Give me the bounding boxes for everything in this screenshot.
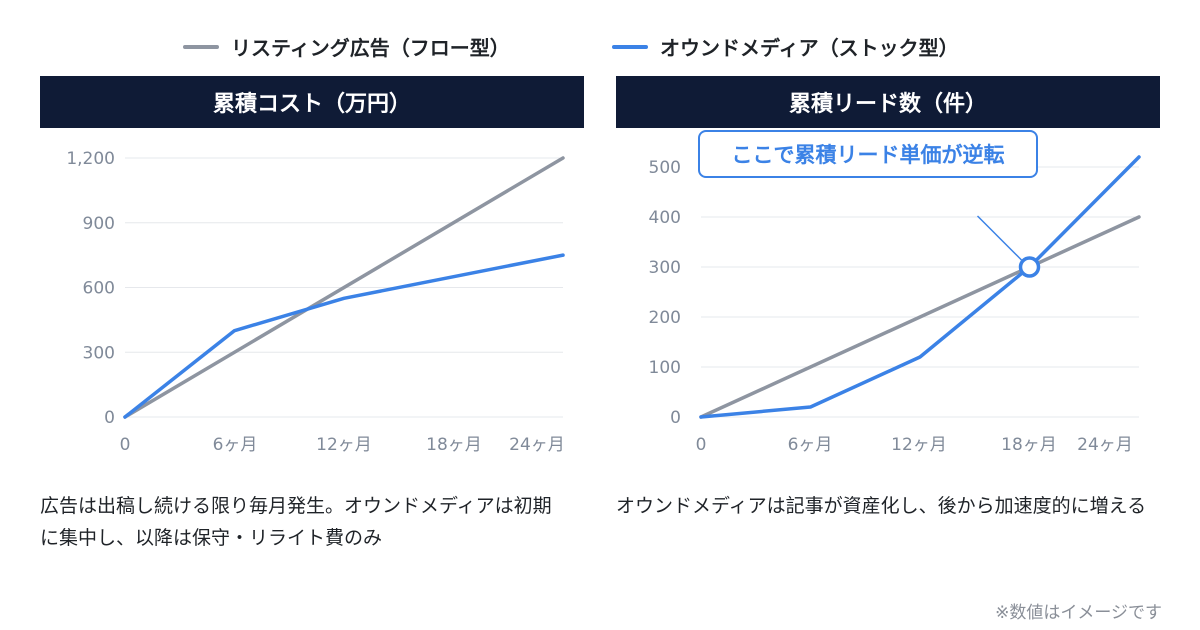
footnote: ※数値はイメージです [995,603,1162,623]
y-tick-label: 0 [104,408,115,428]
legend-swatch-owned-media [612,44,648,49]
series-line-owned-media [699,155,1141,419]
y-tick-label: 200 [649,308,681,328]
y-tick-label: 900 [83,214,115,234]
x-tick-label: 6ヶ月 [213,435,258,455]
crossover-callout: ここで累積リード単価が逆転 [698,130,1038,178]
x-tick-label: 12ヶ月 [316,435,372,455]
y-tick-label: 300 [649,258,681,278]
x-tick-label: 24ヶ月 [509,435,565,455]
series-line-listing [699,215,1141,419]
leads-chart: 0 100 200 300 400 500 0 6ヶ月 12ヶ月 18ヶ月 24ヶ月 [649,155,1141,455]
legend-item-listing: リスティング広告（フロー型） [183,32,510,61]
y-tick-label: 500 [649,158,681,178]
x-tick-label: 0 [120,435,131,455]
cost-chart-caption: 広告は出稿し続ける限り毎月発生。オウンドメディアは初期に集中し、以降は保守・リラ… [40,495,552,549]
x-tick-label: 18ヶ月 [1001,435,1057,455]
cost-chart: 0 300 600 900 1,200 0 6ヶ月 12ヶ月 18ヶ月 24ヶ月 [66,149,565,455]
x-tick-label: 6ヶ月 [788,435,833,455]
y-tick-label: 100 [649,358,681,378]
y-tick-label: 0 [670,408,681,428]
x-tick-label: 0 [696,435,707,455]
legend-swatch-listing [183,44,219,49]
y-tick-label: 400 [649,208,681,228]
series-line-owned-media [123,253,565,419]
legend: リスティング広告（フロー型） オウンドメディア（ストック型） [0,32,1200,62]
cost-chart-title: 累積コスト（万円） [40,76,584,128]
callout-leader-line [976,215,1023,261]
y-tick-label: 1,200 [66,149,115,169]
y-tick-label: 300 [83,343,115,363]
x-tick-label: 18ヶ月 [426,435,482,455]
crossover-marker [1018,256,1041,278]
leads-chart-caption: オウンドメディアは記事が資産化し、後から加速度的に増える [616,495,1147,517]
legend-label-listing: リスティング広告（フロー型） [231,36,510,60]
series-line-listing [123,156,565,419]
x-tick-label: 12ヶ月 [891,435,947,455]
legend-label-owned-media: オウンドメディア（ストック型） [660,36,959,60]
y-tick-label: 600 [83,279,115,299]
legend-item-owned-media: オウンドメディア（ストック型） [612,32,959,61]
leads-chart-title: 累積リード数（件） [616,76,1160,128]
x-tick-label: 24ヶ月 [1077,435,1133,455]
